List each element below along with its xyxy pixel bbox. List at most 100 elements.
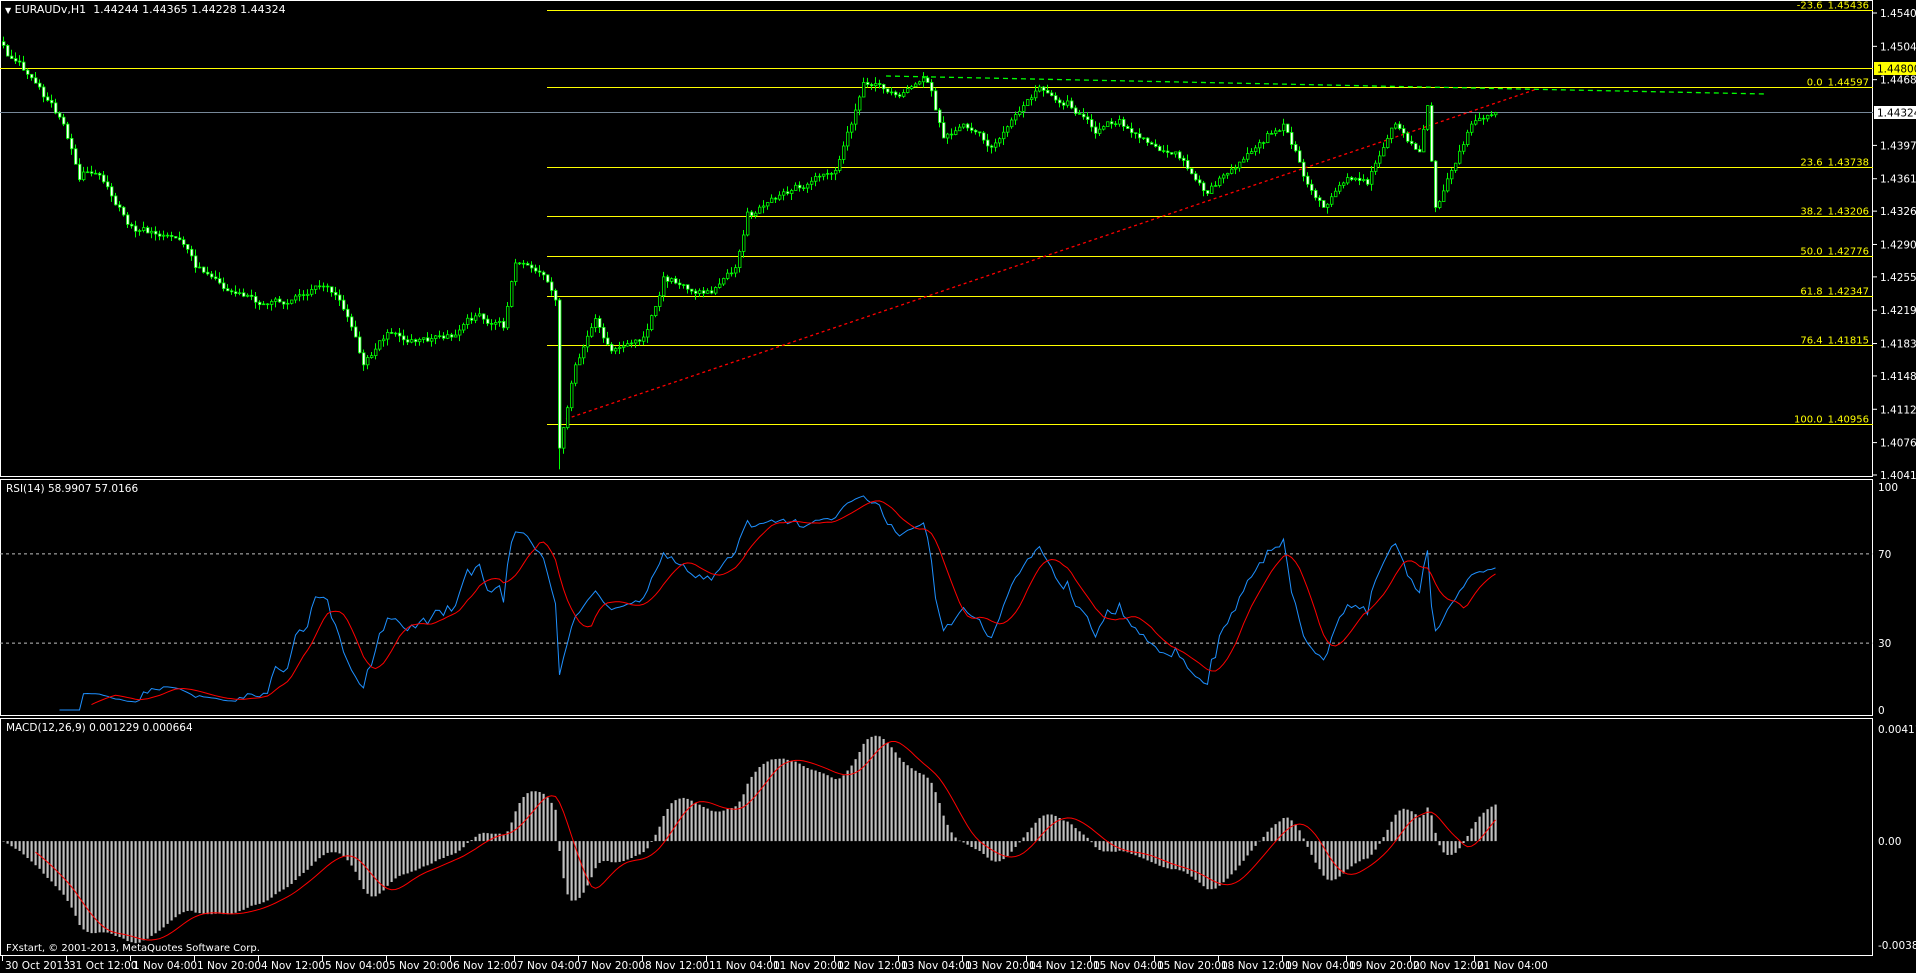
bull-candle[interactable]	[466, 317, 470, 325]
bear-candle[interactable]	[1138, 133, 1142, 139]
bear-candle[interactable]	[1110, 121, 1114, 125]
bear-candle[interactable]	[482, 313, 486, 320]
bear-candle[interactable]	[802, 187, 806, 190]
bear-candle[interactable]	[398, 332, 402, 337]
bear-candle[interactable]	[970, 127, 974, 131]
bear-candle[interactable]	[342, 299, 346, 310]
macd-pane[interactable]	[0, 718, 1873, 956]
bear-candle[interactable]	[1318, 197, 1322, 201]
bear-candle[interactable]	[226, 288, 230, 292]
bear-candle[interactable]	[158, 233, 162, 237]
bull-candle[interactable]	[566, 407, 570, 428]
bear-candle[interactable]	[1062, 102, 1066, 106]
bull-candle[interactable]	[1390, 127, 1394, 139]
bull-candle[interactable]	[1274, 130, 1278, 134]
bear-candle[interactable]	[1158, 146, 1162, 152]
bull-candle[interactable]	[1478, 117, 1482, 122]
bear-candle[interactable]	[522, 262, 526, 265]
bull-candle[interactable]	[1370, 170, 1374, 185]
bear-candle[interactable]	[1306, 175, 1310, 185]
bear-candle[interactable]	[402, 335, 406, 341]
bull-candle[interactable]	[1002, 131, 1006, 140]
bull-candle[interactable]	[86, 171, 90, 174]
bull-candle[interactable]	[270, 300, 274, 305]
bull-candle[interactable]	[454, 334, 458, 338]
bull-candle[interactable]	[1282, 123, 1286, 132]
bear-candle[interactable]	[166, 234, 170, 237]
bear-candle[interactable]	[442, 335, 446, 339]
bear-candle[interactable]	[34, 77, 38, 84]
bear-candle[interactable]	[950, 133, 954, 136]
bear-candle[interactable]	[1430, 105, 1434, 162]
bull-candle[interactable]	[806, 183, 810, 189]
bull-candle[interactable]	[618, 346, 622, 349]
bear-candle[interactable]	[1402, 128, 1406, 134]
bull-candle[interactable]	[826, 173, 830, 175]
bear-candle[interactable]	[938, 109, 942, 124]
bull-candle[interactable]	[1462, 144, 1466, 152]
bull-candle[interactable]	[322, 285, 326, 288]
bear-candle[interactable]	[78, 163, 82, 181]
bull-candle[interactable]	[706, 290, 710, 294]
bull-candle[interactable]	[418, 338, 422, 343]
bull-candle[interactable]	[422, 337, 426, 340]
bear-candle[interactable]	[1298, 150, 1302, 163]
bear-candle[interactable]	[526, 263, 530, 266]
bear-candle[interactable]	[146, 227, 150, 234]
bull-candle[interactable]	[726, 272, 730, 279]
bear-candle[interactable]	[194, 255, 198, 269]
bull-candle[interactable]	[810, 180, 814, 185]
bear-candle[interactable]	[210, 273, 214, 278]
bull-candle[interactable]	[374, 348, 378, 356]
bear-candle[interactable]	[1350, 177, 1354, 181]
bear-candle[interactable]	[118, 204, 122, 208]
bear-candle[interactable]	[1078, 113, 1082, 115]
bull-candle[interactable]	[498, 320, 502, 323]
bear-candle[interactable]	[750, 211, 754, 216]
bear-candle[interactable]	[1482, 117, 1486, 120]
bear-candle[interactable]	[74, 148, 78, 165]
bull-candle[interactable]	[198, 266, 202, 269]
bull-candle[interactable]	[238, 292, 242, 294]
bull-candle[interactable]	[1258, 142, 1262, 149]
bear-candle[interactable]	[102, 174, 106, 183]
bear-candle[interactable]	[282, 301, 286, 305]
bear-candle[interactable]	[1286, 123, 1290, 133]
bull-candle[interactable]	[918, 81, 922, 85]
bear-candle[interactable]	[1170, 152, 1174, 155]
bear-candle[interactable]	[1122, 119, 1126, 127]
bull-candle[interactable]	[818, 175, 822, 178]
bull-candle[interactable]	[1034, 90, 1038, 99]
bear-candle[interactable]	[30, 73, 34, 79]
bear-candle[interactable]	[42, 86, 46, 98]
bear-candle[interactable]	[214, 276, 218, 279]
bear-candle[interactable]	[974, 129, 978, 133]
bull-candle[interactable]	[1066, 100, 1070, 106]
bull-candle[interactable]	[1278, 130, 1282, 132]
bear-candle[interactable]	[1082, 113, 1086, 118]
bull-candle[interactable]	[594, 318, 598, 329]
bull-candle[interactable]	[906, 88, 910, 93]
bull-candle[interactable]	[838, 159, 842, 171]
bear-candle[interactable]	[14, 58, 18, 62]
bear-candle[interactable]	[886, 88, 890, 93]
bear-candle[interactable]	[178, 237, 182, 241]
bear-candle[interactable]	[174, 236, 178, 239]
bear-candle[interactable]	[774, 197, 778, 200]
bear-candle[interactable]	[486, 318, 490, 324]
bear-candle[interactable]	[870, 84, 874, 87]
bull-candle[interactable]	[1346, 177, 1350, 184]
bull-candle[interactable]	[1342, 182, 1346, 186]
bear-candle[interactable]	[1050, 92, 1054, 97]
bear-candle[interactable]	[10, 55, 14, 59]
bear-candle[interactable]	[358, 336, 362, 354]
bear-candle[interactable]	[882, 84, 886, 90]
bull-candle[interactable]	[842, 145, 846, 160]
bull-candle[interactable]	[582, 346, 586, 359]
bear-candle[interactable]	[154, 230, 158, 235]
bear-candle[interactable]	[130, 224, 134, 227]
bull-candle[interactable]	[1238, 161, 1242, 169]
bull-candle[interactable]	[294, 295, 298, 301]
bear-candle[interactable]	[438, 335, 442, 338]
